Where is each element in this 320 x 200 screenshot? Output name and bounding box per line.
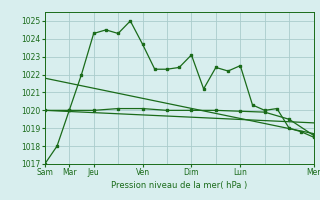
X-axis label: Pression niveau de la mer( hPa ): Pression niveau de la mer( hPa ) [111,181,247,190]
